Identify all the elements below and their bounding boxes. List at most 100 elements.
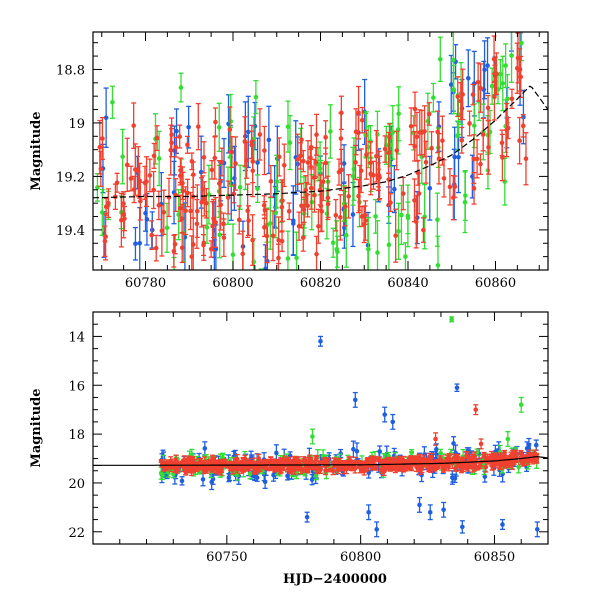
red-data-point <box>379 462 385 475</box>
red-data-point <box>305 193 311 218</box>
red-data-point <box>179 232 185 264</box>
red-data-point <box>422 105 428 158</box>
plot-frame <box>92 311 549 545</box>
red-data-point <box>257 108 263 161</box>
red-data-point <box>261 125 267 176</box>
red-data-point <box>99 116 105 161</box>
red-data-point <box>194 198 200 249</box>
red-data-point <box>244 141 250 179</box>
green-data-point <box>287 114 293 171</box>
green-data-point <box>230 223 236 270</box>
blue-data-point <box>262 474 268 489</box>
red-data-point <box>144 156 150 208</box>
blue-data-point <box>390 413 396 430</box>
red-data-point <box>317 465 323 475</box>
red-data-point <box>384 457 390 463</box>
red-data-point <box>517 48 523 92</box>
red-data-point <box>137 181 143 221</box>
green-data-point <box>164 202 170 253</box>
blue-data-point <box>441 501 447 518</box>
blue-data-point <box>534 521 540 538</box>
x-tick-label: 60800 <box>340 550 381 565</box>
red-data-point <box>189 152 195 171</box>
green-data-point <box>503 43 509 88</box>
blue-data-point <box>533 439 539 451</box>
red-data-point <box>240 230 246 270</box>
blue-data-point <box>485 37 491 95</box>
red-data-point <box>370 464 376 470</box>
red-data-point <box>298 183 304 229</box>
red-data-point <box>340 463 346 469</box>
red-data-point <box>433 432 439 446</box>
red-data-point <box>209 456 215 464</box>
red-data-point <box>475 62 481 102</box>
red-data-point <box>201 234 207 257</box>
blue-data-point <box>454 383 460 393</box>
red-data-point <box>439 115 445 166</box>
red-data-point <box>222 459 228 465</box>
red-data-point <box>97 119 103 175</box>
red-data-point <box>151 170 157 210</box>
red-data-point <box>249 130 255 160</box>
red-data-point <box>436 132 442 185</box>
red-data-point <box>358 148 364 194</box>
red-data-point <box>420 217 426 243</box>
red-data-point <box>407 465 413 471</box>
x-tick-label: 60820 <box>300 276 341 291</box>
green-data-point <box>350 146 356 206</box>
red-data-point <box>173 136 179 158</box>
green-data-point <box>330 227 336 258</box>
blue-data-point <box>374 521 380 538</box>
red-data-point <box>335 459 341 467</box>
red-data-point <box>149 220 155 250</box>
red-data-point <box>359 106 365 134</box>
green-data-point <box>216 102 222 153</box>
red-data-point <box>188 191 194 231</box>
red-data-point <box>373 129 379 183</box>
red-data-point <box>426 466 432 473</box>
red-data-point <box>502 449 508 456</box>
green-data-point <box>327 104 333 159</box>
red-data-point <box>453 466 459 472</box>
x-tick-label: 60800 <box>212 276 253 291</box>
red-data-point <box>358 468 364 474</box>
red-data-point <box>212 107 218 137</box>
red-data-point <box>400 176 406 211</box>
red-data-point <box>499 133 505 182</box>
green-data-point <box>518 396 524 413</box>
red-data-point <box>124 137 130 193</box>
red-data-point <box>132 143 138 196</box>
red-data-point <box>289 463 295 472</box>
red-data-point <box>270 210 276 262</box>
blue-data-point <box>179 476 185 486</box>
x-tick-label: 60840 <box>387 276 428 291</box>
green-data-point <box>430 82 436 113</box>
red-data-point <box>478 63 484 113</box>
green-data-point <box>309 428 315 445</box>
red-data-point <box>295 133 301 185</box>
red-data-point <box>281 143 287 188</box>
bottom-panel: 60750 60800 60850 14 16 18 20 22 Magnitude <box>29 311 549 565</box>
green-data-point <box>509 32 515 83</box>
red-data-point <box>279 230 285 253</box>
red-data-point <box>485 94 491 121</box>
red-data-point <box>477 462 483 470</box>
green-data-point <box>334 235 340 268</box>
green-data-point <box>454 120 460 151</box>
green-data-point <box>500 55 506 112</box>
red-data-point <box>305 468 311 474</box>
red-data-point <box>236 205 242 235</box>
red-data-point <box>131 102 137 150</box>
green-data-point <box>435 235 441 270</box>
green-data-point <box>504 74 510 124</box>
red-data-point <box>233 136 239 191</box>
red-data-point <box>159 204 165 257</box>
green-data-point <box>390 105 396 160</box>
red-data-point <box>471 451 477 460</box>
red-data-point <box>310 465 316 471</box>
y-tick-label: 18 <box>68 428 85 443</box>
red-data-point <box>171 234 177 268</box>
blue-data-point <box>427 504 433 521</box>
red-data-point <box>301 196 307 223</box>
